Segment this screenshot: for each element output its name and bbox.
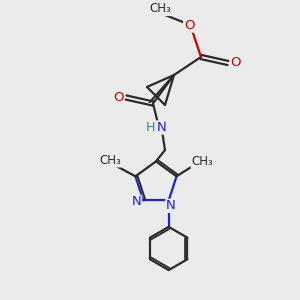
Text: O: O — [184, 19, 194, 32]
Text: N: N — [132, 196, 142, 208]
Text: CH₃: CH₃ — [99, 154, 121, 167]
Text: N: N — [166, 200, 176, 212]
Text: CH₃: CH₃ — [191, 155, 213, 168]
Text: O: O — [230, 56, 241, 70]
Text: H: H — [146, 121, 155, 134]
Text: CH₃: CH₃ — [150, 2, 171, 16]
Text: N: N — [157, 121, 166, 134]
Text: O: O — [113, 91, 124, 104]
